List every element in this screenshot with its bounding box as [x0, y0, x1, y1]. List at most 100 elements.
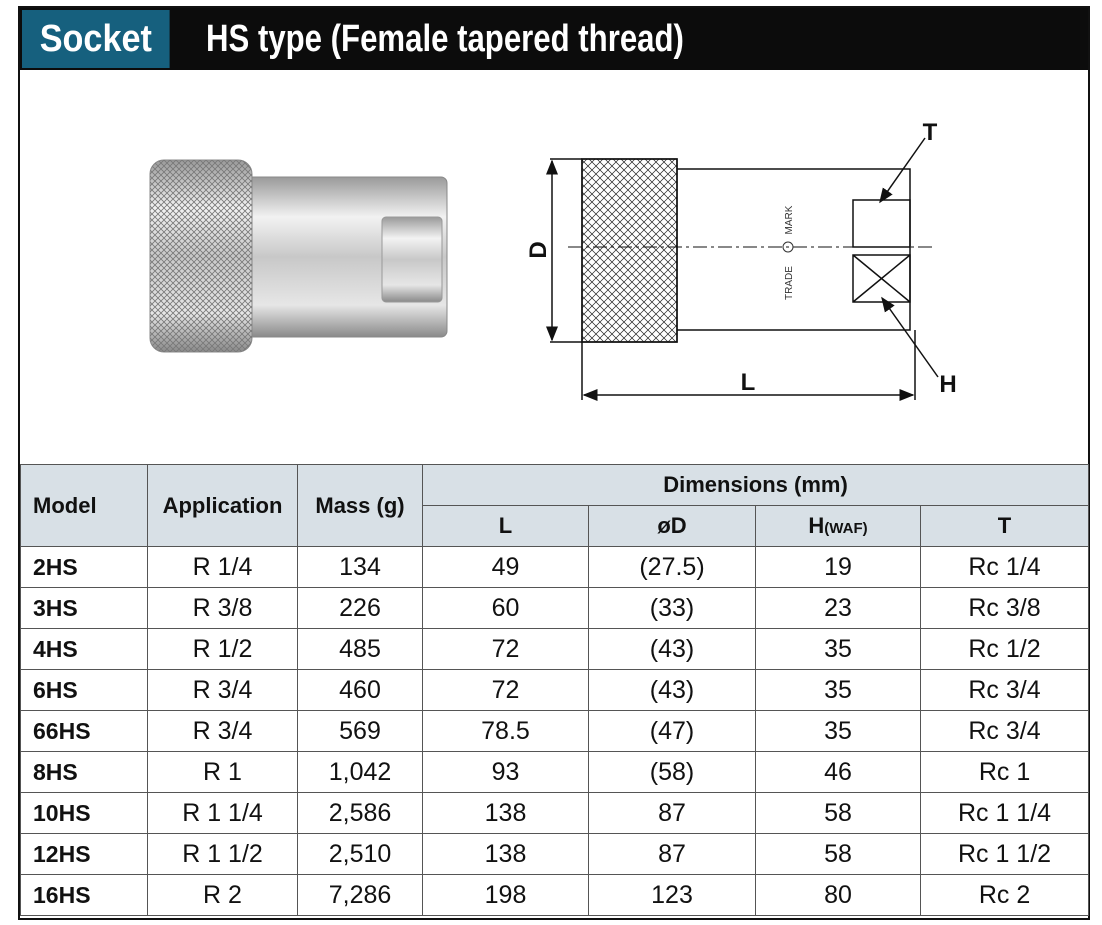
table-row: 2HS R 1/4 134 49 (27.5) 19 Rc 1/4 [20, 546, 1090, 588]
data-cell: 123 [588, 874, 756, 916]
subheader-main: øD [657, 513, 687, 538]
data-cell: 134 [297, 546, 423, 588]
data-cell: 7,286 [297, 874, 423, 916]
data-cell: 58 [755, 792, 921, 834]
table-row: 3HS R 3/8 226 60 (33) 23 Rc 3/8 [20, 587, 1090, 629]
table-row: 8HS R 1 1,042 93 (58) 46 Rc 1 [20, 751, 1090, 793]
data-cell: 35 [755, 710, 921, 752]
data-cell: R 3/8 [147, 587, 298, 629]
data-cell: 569 [297, 710, 423, 752]
table-row: 4HS R 1/2 485 72 (43) 35 Rc 1/2 [20, 628, 1090, 670]
subheader-cell: øD [588, 505, 756, 547]
data-cell: 19 [755, 546, 921, 588]
data-cell: 35 [755, 628, 921, 670]
data-cell: 58 [755, 833, 921, 875]
data-cell: 460 [297, 669, 423, 711]
header-cell: Application [147, 464, 298, 547]
data-cell: 87 [588, 833, 756, 875]
header-cell: Model [20, 464, 148, 547]
data-cell: (33) [588, 587, 756, 629]
illustration: T D L H MARK TRADE [20, 119, 1088, 465]
model-cell: 10HS [20, 792, 148, 834]
table-row: 16HS R 2 7,286 198 123 80 Rc 2 [20, 874, 1090, 916]
subheader-cell: L [422, 505, 589, 547]
data-cell: R 2 [147, 874, 298, 916]
data-cell: 87 [588, 792, 756, 834]
model-cell: 4HS [20, 628, 148, 670]
header-title: HS type (Female tapered thread) [206, 18, 684, 60]
model-cell: 2HS [20, 546, 148, 588]
table-row: 10HS R 1 1/4 2,586 138 87 58 Rc 1 1/4 [20, 792, 1090, 834]
data-cell: 46 [755, 751, 921, 793]
data-cell: Rc 3/4 [919, 710, 1090, 752]
data-cell: (43) [588, 669, 756, 711]
data-cell: 2,510 [297, 833, 423, 875]
data-cell: Rc 3/8 [919, 587, 1090, 629]
data-cell: R 1/4 [147, 546, 298, 588]
data-cell: 485 [297, 628, 423, 670]
data-cell: (47) [588, 710, 756, 752]
model-cell: 6HS [20, 669, 148, 711]
data-cell: Rc 2 [919, 874, 1090, 916]
header-label: Socket [22, 10, 170, 68]
data-cell: 138 [422, 833, 589, 875]
model-cell: 16HS [20, 874, 148, 916]
data-cell: 2,586 [297, 792, 423, 834]
data-cell: R 1 [147, 751, 298, 793]
subheader-cell: T [919, 505, 1090, 547]
data-cell: R 3/4 [147, 669, 298, 711]
model-cell: 66HS [20, 710, 148, 752]
data-cell: (58) [588, 751, 756, 793]
data-cell: Rc 3/4 [919, 669, 1090, 711]
data-cell: Rc 1 1/2 [919, 833, 1090, 875]
data-cell: 60 [422, 587, 589, 629]
mark-text: MARK [784, 205, 795, 234]
data-cell: Rc 1/4 [919, 546, 1090, 588]
data-cell: Rc 1 1/4 [919, 792, 1090, 834]
header-cell: Mass (g) [297, 464, 423, 547]
spec-table: Model Application Mass (g) Dimensions (m… [20, 464, 1090, 916]
data-cell: Rc 1 [919, 751, 1090, 793]
trade-text: TRADE [784, 266, 795, 300]
data-cell: 72 [422, 669, 589, 711]
subheader-main: L [498, 513, 513, 538]
dim-l: L [741, 369, 756, 396]
data-cell: 49 [422, 546, 589, 588]
data-cell: 93 [422, 751, 589, 793]
header-cell: Dimensions (mm) [421, 464, 1090, 506]
product-photo [149, 159, 448, 353]
mark-logo [782, 241, 794, 253]
dim-h: H [939, 371, 956, 398]
data-cell: R 1/2 [147, 628, 298, 670]
technical-drawing [546, 137, 939, 401]
table-row: 6HS R 3/4 460 72 (43) 35 Rc 3/4 [20, 669, 1090, 711]
header-bar: Socket HS type (Female tapered thread) [20, 8, 1088, 70]
subheader-cell: H(WAF) [755, 505, 921, 547]
data-cell: 72 [422, 628, 589, 670]
data-cell: 1,042 [297, 751, 423, 793]
data-cell: (43) [588, 628, 756, 670]
subheader-main: T [997, 513, 1012, 538]
dim-d: D [525, 241, 552, 258]
data-cell: 23 [755, 587, 921, 629]
data-cell: 78.5 [422, 710, 589, 752]
data-cell: R 3/4 [147, 710, 298, 752]
data-cell: R 1 1/4 [147, 792, 298, 834]
data-cell: 198 [422, 874, 589, 916]
model-cell: 12HS [20, 833, 148, 875]
model-cell: 3HS [20, 587, 148, 629]
data-cell: 80 [755, 874, 921, 916]
subheader-main: H [808, 513, 825, 538]
data-cell: R 1 1/2 [147, 833, 298, 875]
data-cell: 226 [297, 587, 423, 629]
frame: Socket HS type (Female tapered thread) [18, 6, 1090, 920]
dim-t: T [923, 119, 938, 146]
data-cell: 138 [422, 792, 589, 834]
data-cell: Rc 1/2 [919, 628, 1090, 670]
table-row: 12HS R 1 1/2 2,510 138 87 58 Rc 1 1/2 [20, 833, 1090, 875]
table-row: 66HS R 3/4 569 78.5 (47) 35 Rc 3/4 [20, 710, 1090, 752]
model-cell: 8HS [20, 751, 148, 793]
subheader-note: (WAF) [824, 520, 868, 537]
data-cell: (27.5) [588, 546, 756, 588]
